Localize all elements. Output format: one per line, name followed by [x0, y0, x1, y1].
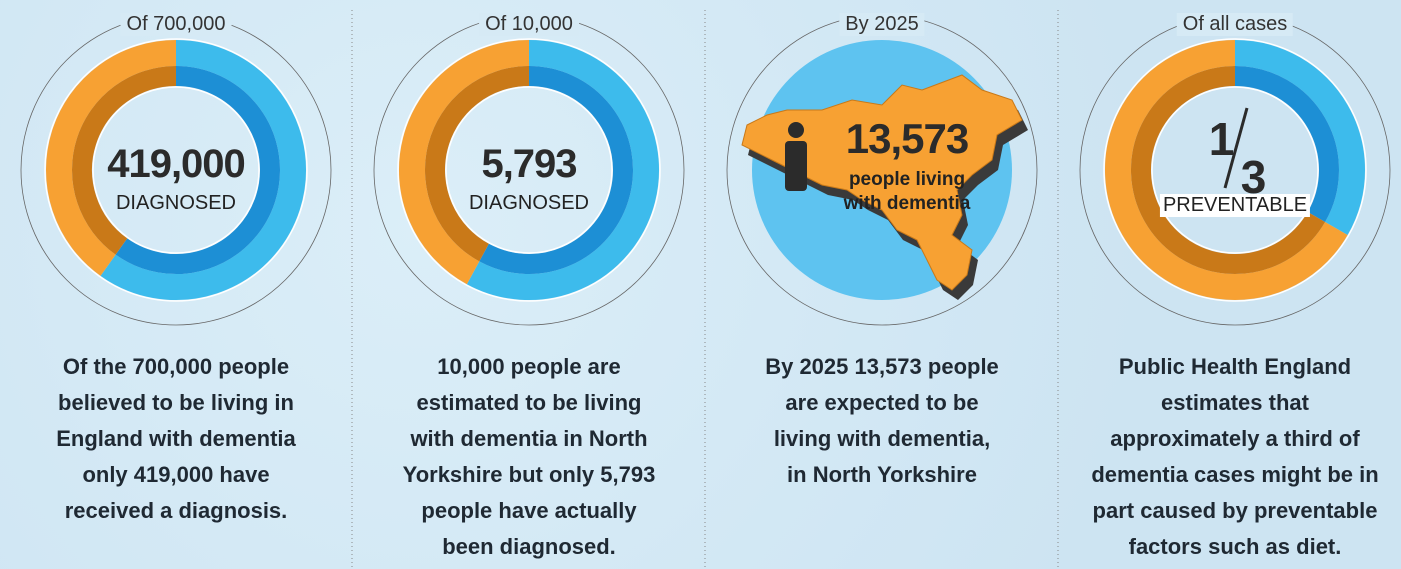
- label: DIAGNOSED: [115, 192, 237, 214]
- description-line: estimates that: [1161, 390, 1309, 415]
- description-line: received a diagnosis.: [64, 498, 288, 523]
- caption: By 2025: [839, 13, 925, 36]
- rest-arc-inner: [1131, 66, 1326, 274]
- value-arc-outer: [100, 40, 306, 300]
- caption: Of all cases: [1176, 13, 1294, 36]
- rest-arc-inner: [425, 66, 530, 262]
- label-line: with dementia: [843, 193, 971, 214]
- person-body: [785, 141, 807, 191]
- description-line: with dementia in North: [410, 426, 648, 451]
- description-line: Yorkshire but only 5,793: [402, 462, 656, 487]
- caption: Of 10,000: [479, 13, 579, 36]
- value-label: 419,000: [107, 142, 246, 186]
- description-line: only 419,000 have: [82, 462, 270, 487]
- value-arc-outer: [466, 40, 659, 300]
- description-line: in North Yorkshire: [787, 462, 977, 487]
- map: [741, 74, 1023, 291]
- rest-arc-outer: [1105, 40, 1348, 300]
- caption: Of 700,000: [120, 13, 232, 36]
- rest-arc-outer: [46, 40, 177, 276]
- ring-inner-edge: [445, 86, 613, 254]
- description-line: people have actually: [421, 498, 637, 523]
- description-line: approximately a third of: [1110, 426, 1360, 451]
- description-line: part caused by preventable: [1092, 498, 1378, 523]
- ring-edge: [1103, 38, 1367, 302]
- description-line: been diagnosed.: [442, 534, 616, 559]
- description-line: By 2025 13,573 people: [765, 354, 999, 379]
- value-label: 5,793: [481, 142, 577, 186]
- person-head: [788, 122, 804, 138]
- value-arc-outer: [1234, 40, 1365, 235]
- label-line: people living: [848, 169, 966, 190]
- ring-inner-edge: [1151, 86, 1319, 254]
- description-line: are expected to be: [785, 390, 979, 415]
- value-label: 13,573: [845, 115, 969, 162]
- rest-arc-outer: [399, 40, 530, 285]
- description-line: factors such as diet.: [1128, 534, 1342, 559]
- rest-arc-inner: [72, 66, 177, 255]
- ring-inner-edge: [92, 86, 260, 254]
- description-line: Public Health England: [1118, 354, 1352, 379]
- description-line: estimated to be living: [416, 390, 642, 415]
- value-arc-inner: [115, 66, 280, 274]
- label: DIAGNOSED: [468, 192, 590, 214]
- description-line: dementia cases might be in: [1091, 462, 1379, 487]
- ring-edge: [397, 38, 661, 302]
- description-line: 10,000 people are: [437, 354, 621, 379]
- value-arc-inner: [479, 66, 633, 274]
- description-line: believed to be living in: [58, 390, 294, 415]
- description-line: living with dementia,: [773, 426, 991, 451]
- description-line: England with dementia: [56, 426, 296, 451]
- ring-edge: [44, 38, 308, 302]
- description-line: Of the 700,000 people: [62, 354, 290, 379]
- value-arc-inner: [1234, 66, 1339, 222]
- numerator: 1: [1208, 113, 1235, 165]
- fraction-slash: [1223, 107, 1249, 189]
- label: PREVENTABLE: [1159, 194, 1311, 217]
